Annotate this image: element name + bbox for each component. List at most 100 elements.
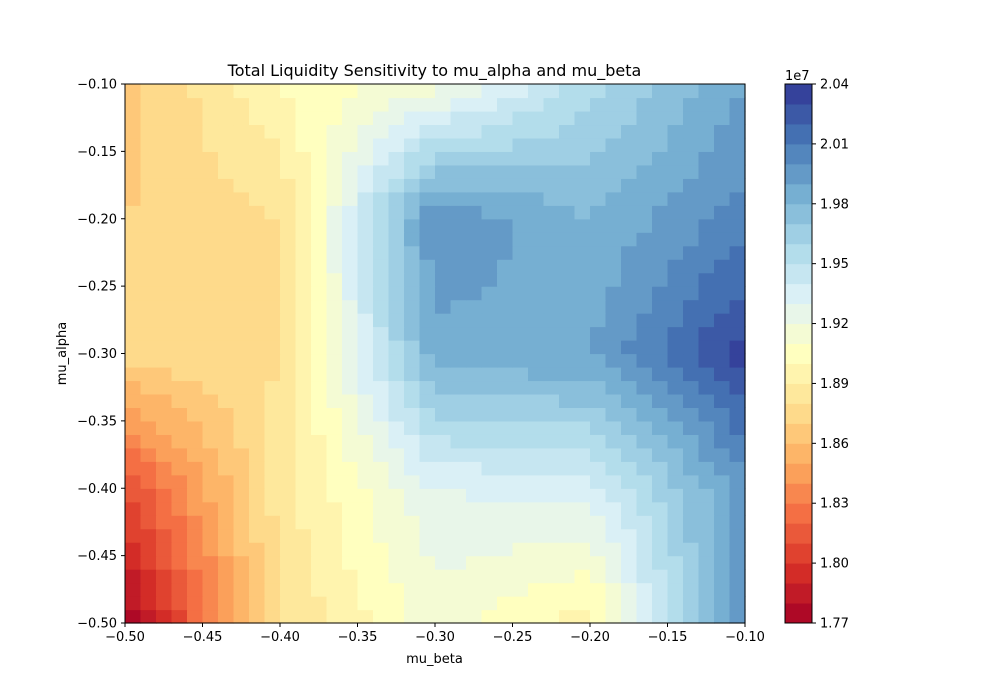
contour-cell [342,488,359,503]
contour-cell [481,124,498,139]
contour-cell [683,164,700,179]
contour-cell [636,555,653,570]
contour-cell [714,205,731,220]
contour-cell [156,326,173,341]
contour-cell [652,299,669,314]
contour-cell [171,286,188,301]
contour-cell [187,124,204,139]
contour-cell [574,393,591,408]
contour-cell [636,326,653,341]
contour-cell [326,84,343,99]
contour-cell [729,205,746,220]
colorbar-band [785,583,812,604]
contour-cell [512,515,529,530]
contour-cell [249,353,266,368]
x-tick-label: −0.45 [183,630,223,645]
contour-cell [171,555,188,570]
contour-cell [264,110,281,126]
contour-cell [125,232,142,247]
contour-cell [388,259,405,274]
contour-cell [125,151,142,166]
contour-cell [342,461,359,476]
contour-cell [621,582,638,597]
contour-cell [481,272,498,287]
contour-cell [683,84,700,99]
contour-cell [311,232,328,247]
contour-cell [497,488,514,503]
contour-cell [698,245,715,260]
contour-cell [311,393,328,408]
contour-cell [125,461,142,476]
contour-cell [435,340,452,355]
contour-cell [698,393,715,408]
contour-cell [528,191,545,206]
contour-cell [574,474,591,489]
contour-cell [187,178,204,193]
contour-cell [280,299,297,314]
contour-cell [714,501,731,516]
contour-cell [636,461,653,476]
contour-cell [264,407,281,422]
contour-cell [435,110,452,126]
contour-cell [652,151,669,166]
contour-cell [264,84,281,99]
contour-cell [311,407,328,422]
contour-cell [404,461,421,476]
x-tick-label: −0.30 [415,630,455,645]
colorbar-tick-label: 1.95 [820,257,849,272]
contour-cell [481,286,498,301]
contour-cell [295,340,312,355]
x-axis: −0.50 −0.45 −0.40 −0.35 −0.30 −0.25 −0.20 −0.15… [105,623,765,645]
colorbar-frame [784,83,813,624]
contour-cell [326,232,343,247]
contour-cell [543,272,560,287]
contour-cell [249,313,266,328]
contour-cell [295,137,312,152]
contour-cell [388,286,405,301]
contour-cell [187,434,204,449]
contour-cell [605,555,622,570]
contour-cell [466,609,483,624]
contour-cell [481,542,498,557]
contour-cell [140,515,157,530]
contour-cell [543,528,560,543]
x-tick-label: −0.15 [648,630,688,645]
contour-cell [636,151,653,166]
contour-cell [373,393,390,408]
contour-cell [698,366,715,382]
contour-cell [373,528,390,543]
contour-cell [621,191,638,206]
contour-cell [280,124,297,139]
contour-cell [652,286,669,301]
contour-cell [481,528,498,543]
contour-cell [543,569,560,584]
contour-cell [512,97,529,112]
contour-cell [636,84,653,99]
contour-cell [512,569,529,584]
contour-cell [559,313,576,328]
contour-cell [326,299,343,314]
contour-cell [342,340,359,355]
contour-cell [373,151,390,166]
contour-cell [280,407,297,422]
contour-cell [605,151,622,166]
contour-cell [621,299,638,314]
contour-cell [264,286,281,301]
contour-cell [295,286,312,301]
contour-cell [311,313,328,328]
contour-cell [435,205,452,220]
contour-cell [574,407,591,422]
contour-cell [140,528,157,543]
contour-cell [466,151,483,166]
contour-cell [543,434,560,449]
contour-cell [373,272,390,287]
contour-cell [419,542,436,557]
contour-cell [667,205,684,220]
contour-cell [528,178,545,193]
contour-cell [667,515,684,530]
colorbar-tick-label: 1.86 [820,437,849,452]
contour-cell [512,407,529,422]
contour-cell [357,420,374,435]
contour-cell [233,596,250,611]
contour-cell [574,488,591,503]
